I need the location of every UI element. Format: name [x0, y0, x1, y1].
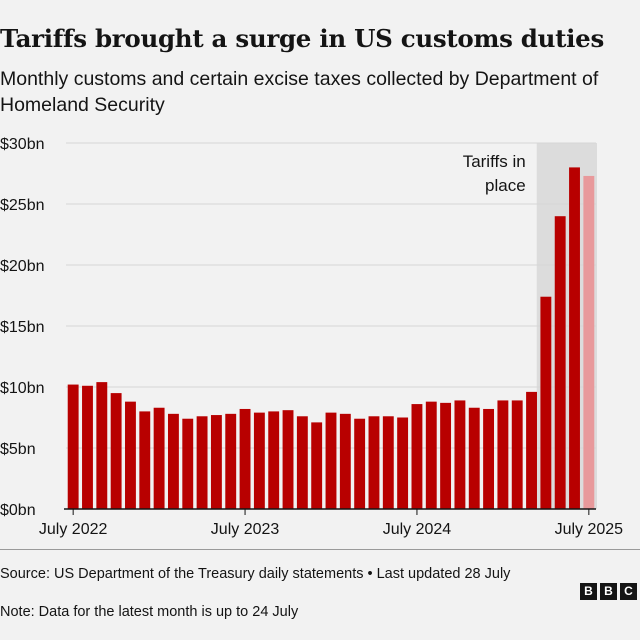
- bbc-logo: B B C: [580, 583, 637, 600]
- bar: [511, 400, 523, 509]
- bar: [468, 407, 480, 509]
- bar: [153, 407, 165, 509]
- bar: [182, 418, 194, 509]
- annotation-line-2: place: [485, 176, 526, 195]
- bar: [110, 393, 122, 509]
- bar: [139, 411, 151, 509]
- bar: [268, 411, 280, 509]
- note-text: Note: Data for the latest month is up to…: [0, 604, 299, 620]
- bar: [440, 402, 452, 509]
- source-text: Source: US Department of the Treasury da…: [0, 566, 511, 582]
- y-tick-label: $25bn: [0, 197, 45, 214]
- bbc-logo-letter: B: [600, 583, 617, 600]
- y-tick-label: $0bn: [0, 502, 36, 519]
- bar: [397, 417, 409, 509]
- bbc-logo-letter: C: [620, 583, 637, 600]
- y-tick-label: $5bn: [0, 441, 36, 458]
- x-tick-label: July 2022: [39, 521, 108, 538]
- y-tick-label: $10bn: [0, 380, 45, 397]
- bar: [325, 412, 337, 509]
- bar: [411, 404, 423, 509]
- y-axis-labels: $0bn $5bn $10bn $15bn $20bn $25bn $30bn: [0, 136, 45, 519]
- bar: [311, 422, 323, 509]
- bar: [540, 296, 552, 509]
- bar-chart: $0bn $5bn $10bn $15bn $20bn $25bn $30bn July 2…: [0, 136, 623, 538]
- bar: [253, 412, 265, 509]
- bbc-logo-letter: B: [580, 583, 597, 600]
- bar: [225, 413, 237, 509]
- bar: [354, 418, 366, 509]
- bar: [167, 413, 179, 509]
- bar: [569, 167, 580, 509]
- x-tick-label: July 2024: [383, 521, 452, 538]
- bar: [82, 385, 93, 509]
- bar: [196, 416, 208, 509]
- bar: [125, 401, 136, 509]
- y-tick-label: $15bn: [0, 319, 45, 336]
- x-axis-ticks: July 2022 July 2023 July 2024 July 2025: [39, 509, 623, 538]
- bar-partial-month: [583, 175, 595, 509]
- bar: [96, 382, 108, 509]
- annotation-line-1: Tariffs in: [463, 152, 526, 171]
- chart-title: Tariffs brought a surge in US customs du…: [0, 24, 604, 53]
- y-tick-label: $20bn: [0, 258, 45, 275]
- bar: [296, 416, 308, 509]
- bar: [239, 408, 251, 509]
- bar: [339, 413, 351, 509]
- x-tick-label: July 2025: [555, 521, 624, 538]
- chart-subtitle: Monthly customs and certain excise taxes…: [0, 68, 599, 116]
- bar: [382, 416, 394, 509]
- bar: [554, 216, 566, 509]
- bar: [368, 416, 380, 509]
- bar: [425, 401, 437, 509]
- bar: [497, 400, 509, 509]
- y-tick-label: $30bn: [0, 136, 45, 153]
- bar: [67, 384, 79, 509]
- footer-divider: [0, 549, 640, 550]
- bar: [454, 400, 466, 509]
- bar: [483, 408, 495, 509]
- bar: [282, 410, 294, 509]
- x-tick-label: July 2023: [211, 521, 280, 538]
- bar: [210, 415, 222, 509]
- bar: [526, 391, 537, 509]
- bars: [67, 167, 595, 509]
